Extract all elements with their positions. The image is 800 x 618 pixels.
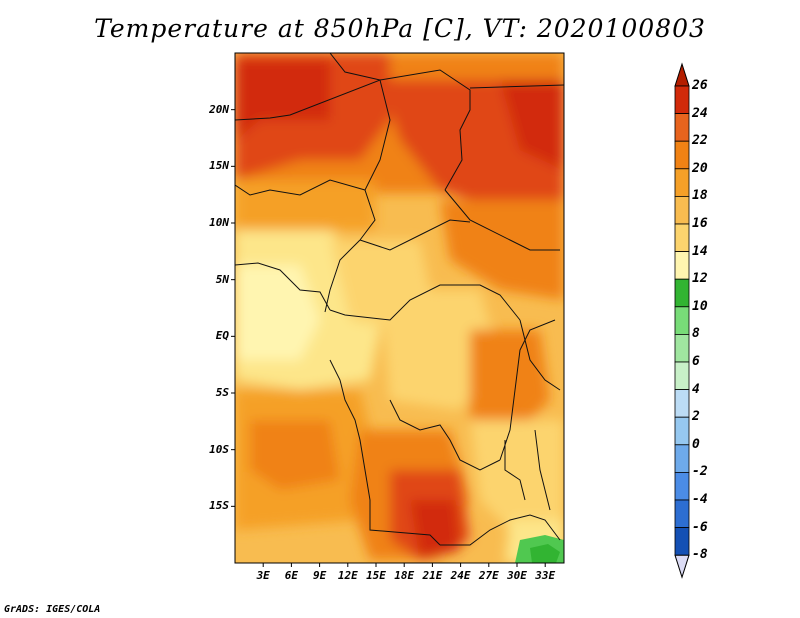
borders: [235, 53, 564, 546]
colorbar-swatch: [674, 471, 690, 501]
colorbar: [674, 62, 690, 579]
colorbar-label: -4: [692, 492, 708, 507]
colorbar-swatch: [674, 389, 690, 418]
colorbar-swatch: [674, 113, 690, 142]
lon-tick-marks: [262, 563, 546, 567]
lat-tick-marks: [231, 109, 235, 507]
colorbar-swatch: [674, 306, 690, 335]
colorbar-label: 12: [692, 271, 708, 287]
colorbar-label: 16: [692, 216, 708, 231]
zone-tanzania-18: [470, 420, 564, 540]
lat-tick-label: 10N: [209, 216, 229, 229]
lon-tick-label: 18E: [394, 569, 415, 582]
colorbar-swatch: [674, 223, 690, 253]
lat-tick-label: 5S: [215, 386, 229, 399]
colorbar-label: 18: [692, 188, 708, 204]
zone-sahara-west-26: [235, 60, 330, 140]
plot-frame: [234, 52, 565, 564]
colorbar-swatch: [674, 416, 690, 446]
colorbar-swatch: [674, 499, 690, 529]
lon-tick-label: 3E: [256, 569, 270, 582]
colorbar-label: 20: [692, 160, 708, 176]
colorbar-label: 2: [692, 409, 700, 425]
colorbar-label: 22: [692, 133, 708, 149]
lat-tick-label: EQ: [215, 329, 229, 343]
colorbar-min-arrow: [674, 554, 690, 579]
temperature-field: [235, 53, 564, 563]
colorbar-swatch: [674, 140, 690, 170]
lat-tick-label: 20N: [209, 102, 229, 116]
colorbar-label: 14: [692, 243, 708, 259]
colorbar-label: -2: [692, 464, 708, 480]
lon-tick-label: 24E: [450, 569, 471, 582]
colorbar-swatch: [674, 444, 690, 473]
colorbar-swatch: [674, 251, 690, 280]
lon-tick-label: 6E: [284, 569, 299, 582]
colorbar-swatch: [674, 361, 690, 391]
colorbar-label: 26: [692, 78, 708, 93]
zone-highlands-10: [530, 544, 560, 563]
zone-sudan-south-22: [440, 200, 564, 300]
lon-tick-label: 12E: [337, 569, 358, 582]
lon-tick-label: 9E: [312, 569, 327, 582]
colorbar-label: 0: [692, 436, 700, 452]
colorbar-swatch: [674, 278, 690, 308]
colorbar-swatch: [674, 527, 690, 556]
lat-tick-label: 5N: [215, 272, 229, 286]
lon-tick-label: 27E: [478, 569, 499, 582]
lon-tick-label: 30E: [507, 569, 527, 582]
colorbar-label: 6: [692, 354, 700, 369]
lat-tick-label: 15N: [209, 159, 229, 173]
zone-sudan-26: [500, 80, 564, 170]
lat-tick-label: 10S: [209, 442, 229, 456]
zone-atlantic-22: [250, 420, 340, 490]
colorbar-label: 8: [692, 326, 700, 342]
colorbar-swatch: [674, 333, 690, 363]
lon-tick-label: 33E: [535, 569, 556, 582]
colorbar-swatch: [674, 85, 690, 115]
credit-text: GrADS: IGES/COLA: [4, 604, 101, 615]
colorbar-label: 10: [692, 298, 708, 314]
colorbar-label: -6: [692, 519, 708, 535]
lon-tick-label: 21E: [422, 569, 443, 582]
zone-lakes-22: [470, 330, 550, 440]
colorbar-swatch: [674, 195, 690, 225]
colorbar-label: 4: [692, 381, 700, 397]
colorbar-max-arrow: [674, 62, 690, 87]
colorbar-label: 24: [692, 105, 708, 121]
zone-nigeria-20: [235, 180, 375, 230]
colorbar-swatch: [674, 168, 690, 197]
colorbar-label: -8: [692, 547, 708, 563]
chart-title: Temperature at 850hPa [C], VT: 202010080…: [94, 14, 706, 43]
lon-tick-label: 15E: [366, 569, 386, 582]
lat-tick-label: 15S: [209, 499, 229, 513]
